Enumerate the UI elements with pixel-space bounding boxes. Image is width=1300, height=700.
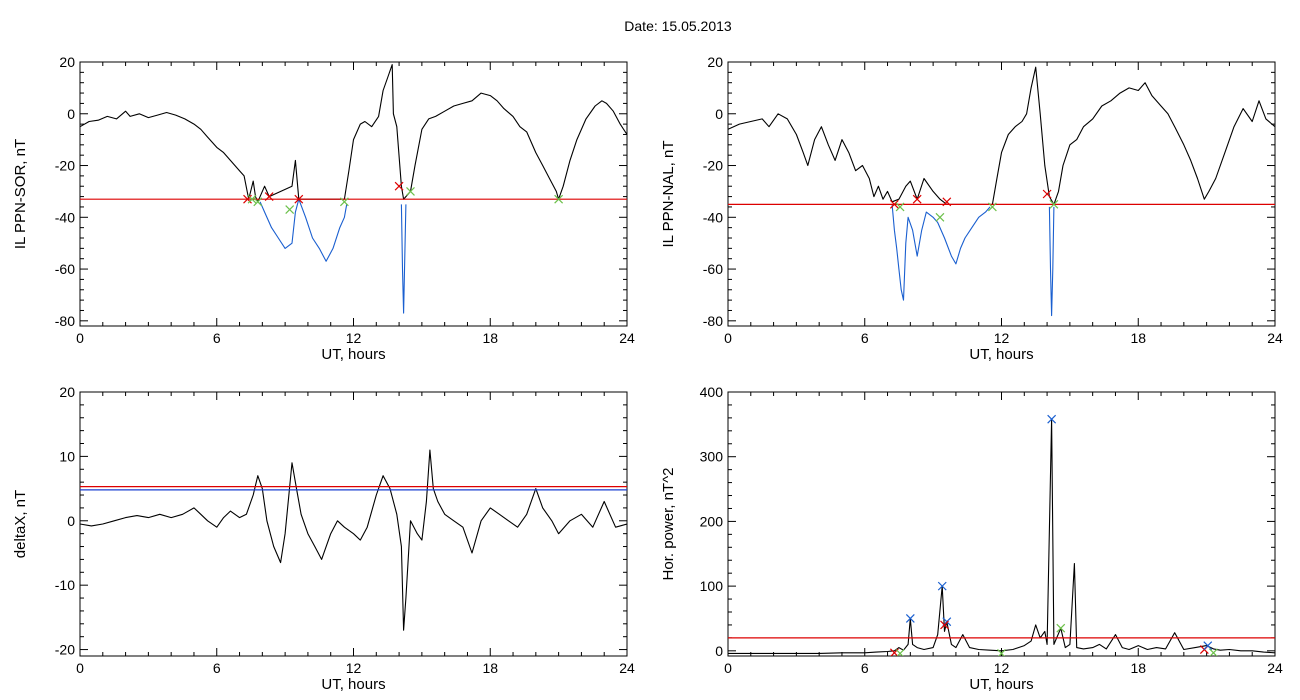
series-line-1 [259,198,348,262]
x-tick-label: 12 [994,330,1010,346]
series-line-2 [400,204,407,314]
x-tick-label: 24 [619,660,635,676]
x-tick-label: 12 [346,330,362,346]
plot-area [80,64,627,314]
plot-frame [79,391,628,657]
x-tick-label: 6 [861,330,869,346]
y-tick-label: -20 [703,158,723,174]
y-tick-label: -10 [55,577,75,593]
series-line-0 [728,418,1275,654]
event-marker [247,194,257,204]
y-tick-label: -60 [55,261,75,277]
x-tick-label: 0 [76,330,84,346]
y-tick-label: -40 [703,209,723,225]
page-title: Date: 15.05.2013 [624,18,732,34]
event-marker [1042,189,1052,199]
plot-frame [727,391,1276,657]
x-tick-label: 0 [724,330,732,346]
y-tick-label: -80 [55,313,75,329]
event-marker [1209,648,1218,656]
event-marker [1047,414,1057,424]
y-tick-label: -80 [703,313,723,329]
panel-hor-power: 0 6 12 18 24 400 300 200 100 0 UT, hours Hor. power… [660,384,1283,693]
y-tick-label: 0 [715,106,723,122]
y-tick-label: 200 [700,513,724,529]
y-tick-label: 100 [700,578,724,594]
x-tick-label: 18 [482,330,498,346]
event-marker [912,194,922,204]
event-marker [987,202,997,212]
event-marker [285,205,295,214]
y-axis-label: IL PPN-NAL, nT [660,141,677,248]
plot-frame [79,61,628,327]
panel-il-ppn-nal: 0 6 12 18 24 20 0 -20 -40 -60 -80 UT, hours IL PPN-N… [660,54,1283,363]
series-line-0 [80,64,627,203]
panel-il-ppn-sor: 0 6 12 18 24 20 0 -20 -40 -60 -80 UT, hours IL PPN-S… [12,54,635,363]
event-marker [1056,623,1066,633]
y-axis-label: deltaX, nT [12,490,29,558]
panel-deltax: 0 6 12 18 24 20 10 0 -10 -20 UT, hours deltaX, nT [12,384,635,693]
series-line-0 [728,66,1275,205]
event-marker [997,648,1006,656]
event-marker [394,181,404,191]
y-tick-label: 300 [700,449,724,465]
y-axis-label: IL PPN-SOR, nT [12,139,29,249]
event-marker [895,202,905,212]
event-marker [554,194,564,204]
x-tick-label: 0 [724,660,732,676]
event-marker [1203,641,1213,651]
series-line-1 [891,204,991,301]
event-marker [889,199,899,209]
plot-frame [727,61,1276,327]
plot-area [728,66,1275,317]
y-tick-label: 20 [59,384,75,400]
y-axis-label: Hor. power, nT^2 [660,468,677,581]
y-tick-label: 400 [700,384,724,400]
y-tick-label: 10 [59,448,75,464]
series-line-2 [1048,206,1055,317]
plot-area [728,414,1275,656]
y-tick-label: 0 [67,513,75,529]
x-tick-label: 0 [76,660,84,676]
event-marker [294,194,304,204]
event-marker [940,620,949,630]
x-tick-label: 6 [213,660,221,676]
x-tick-label: 24 [1267,660,1283,676]
event-marker [1049,199,1059,209]
x-tick-label: 24 [619,330,635,346]
x-axis-label: UT, hours [321,346,385,363]
event-marker [406,186,415,196]
x-tick-label: 18 [1130,660,1146,676]
y-tick-label: -20 [55,642,75,658]
event-marker [264,192,274,202]
event-marker [253,197,263,207]
x-tick-label: 24 [1267,330,1283,346]
x-tick-label: 12 [346,660,362,676]
x-tick-label: 12 [994,660,1010,676]
x-tick-label: 18 [482,660,498,676]
y-tick-label: 0 [715,643,723,659]
y-tick-label: 20 [59,54,75,70]
y-tick-label: -20 [55,158,75,174]
series-line-0 [80,449,627,631]
x-tick-label: 6 [213,330,221,346]
plot-area [80,449,627,631]
y-tick-label: 20 [707,54,723,70]
event-marker [935,212,945,222]
event-marker [942,197,952,207]
y-tick-label: -40 [55,209,75,225]
x-tick-label: 18 [1130,330,1146,346]
x-axis-label: UT, hours [969,346,1033,363]
event-marker [937,581,947,591]
y-tick-label: -60 [703,261,723,277]
x-axis-label: UT, hours [321,676,385,693]
event-marker [905,614,915,623]
x-axis-label: UT, hours [969,676,1033,693]
y-tick-label: 0 [67,106,75,122]
event-marker [895,648,905,656]
x-tick-label: 6 [861,660,869,676]
event-marker [339,197,349,207]
